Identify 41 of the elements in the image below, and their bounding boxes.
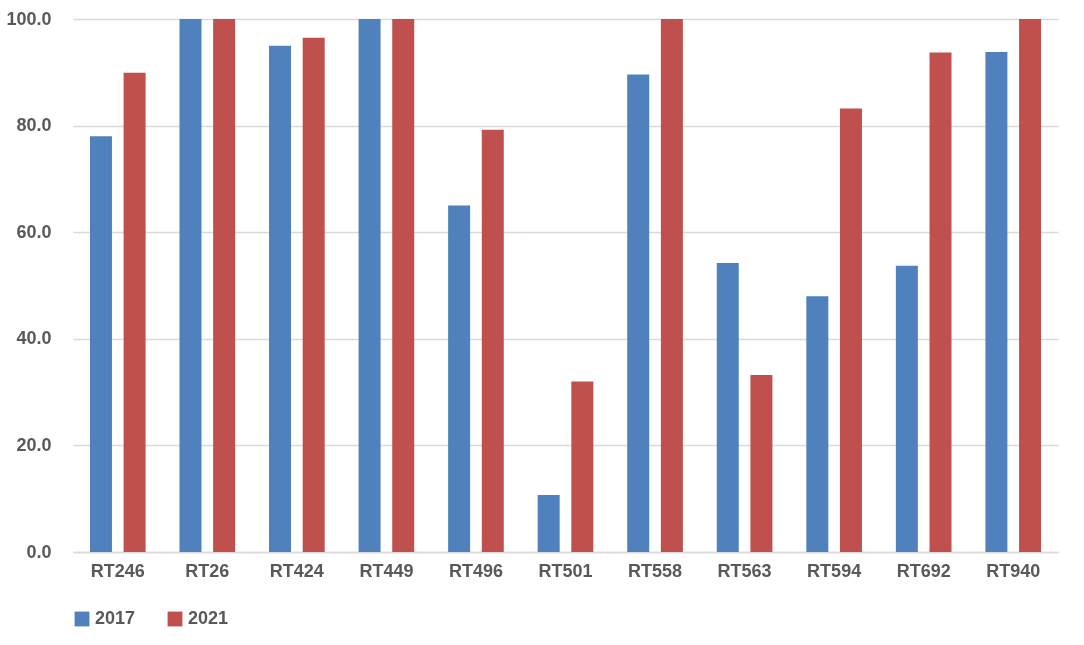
bar xyxy=(179,19,202,552)
y-tick-label: 60.0 xyxy=(16,221,52,242)
bar xyxy=(929,52,952,552)
bar xyxy=(89,136,112,552)
x-tick-label: RT692 xyxy=(896,560,951,581)
bar xyxy=(806,296,829,552)
bar xyxy=(213,19,236,552)
x-tick-label: RT594 xyxy=(807,560,862,581)
bar xyxy=(627,74,650,552)
bar xyxy=(750,375,773,552)
x-tick-label: RT496 xyxy=(448,560,503,581)
bar xyxy=(392,19,415,552)
bar xyxy=(269,45,292,552)
bar xyxy=(481,129,504,552)
x-tick-label: RT424 xyxy=(269,560,324,581)
x-tick-label: RT501 xyxy=(538,560,593,581)
y-tick-label: 0.0 xyxy=(26,541,52,562)
x-tick-label: RT558 xyxy=(628,560,683,581)
x-tick-label: RT563 xyxy=(717,560,772,581)
x-tick-label: RT26 xyxy=(185,560,230,581)
bar xyxy=(985,52,1008,552)
x-tick-label: RT940 xyxy=(986,560,1041,581)
bar xyxy=(1019,19,1042,552)
legend-label: 2021 xyxy=(188,608,229,628)
x-tick-label: RT449 xyxy=(359,560,414,581)
bar xyxy=(302,37,325,552)
bar xyxy=(537,494,560,552)
bar xyxy=(571,381,594,552)
y-tick-label: 40.0 xyxy=(16,328,52,349)
x-tick-label: RT246 xyxy=(90,560,145,581)
y-tick-label: 80.0 xyxy=(16,115,52,136)
bar xyxy=(660,19,683,552)
bar xyxy=(448,205,471,552)
y-tick-label: 20.0 xyxy=(16,434,52,455)
bar xyxy=(716,263,739,552)
bar xyxy=(839,108,862,552)
bar xyxy=(895,265,918,552)
bar xyxy=(123,72,146,552)
legend-label: 2017 xyxy=(95,608,136,628)
y-tick-label: 100.0 xyxy=(6,8,52,29)
bar xyxy=(358,19,381,552)
